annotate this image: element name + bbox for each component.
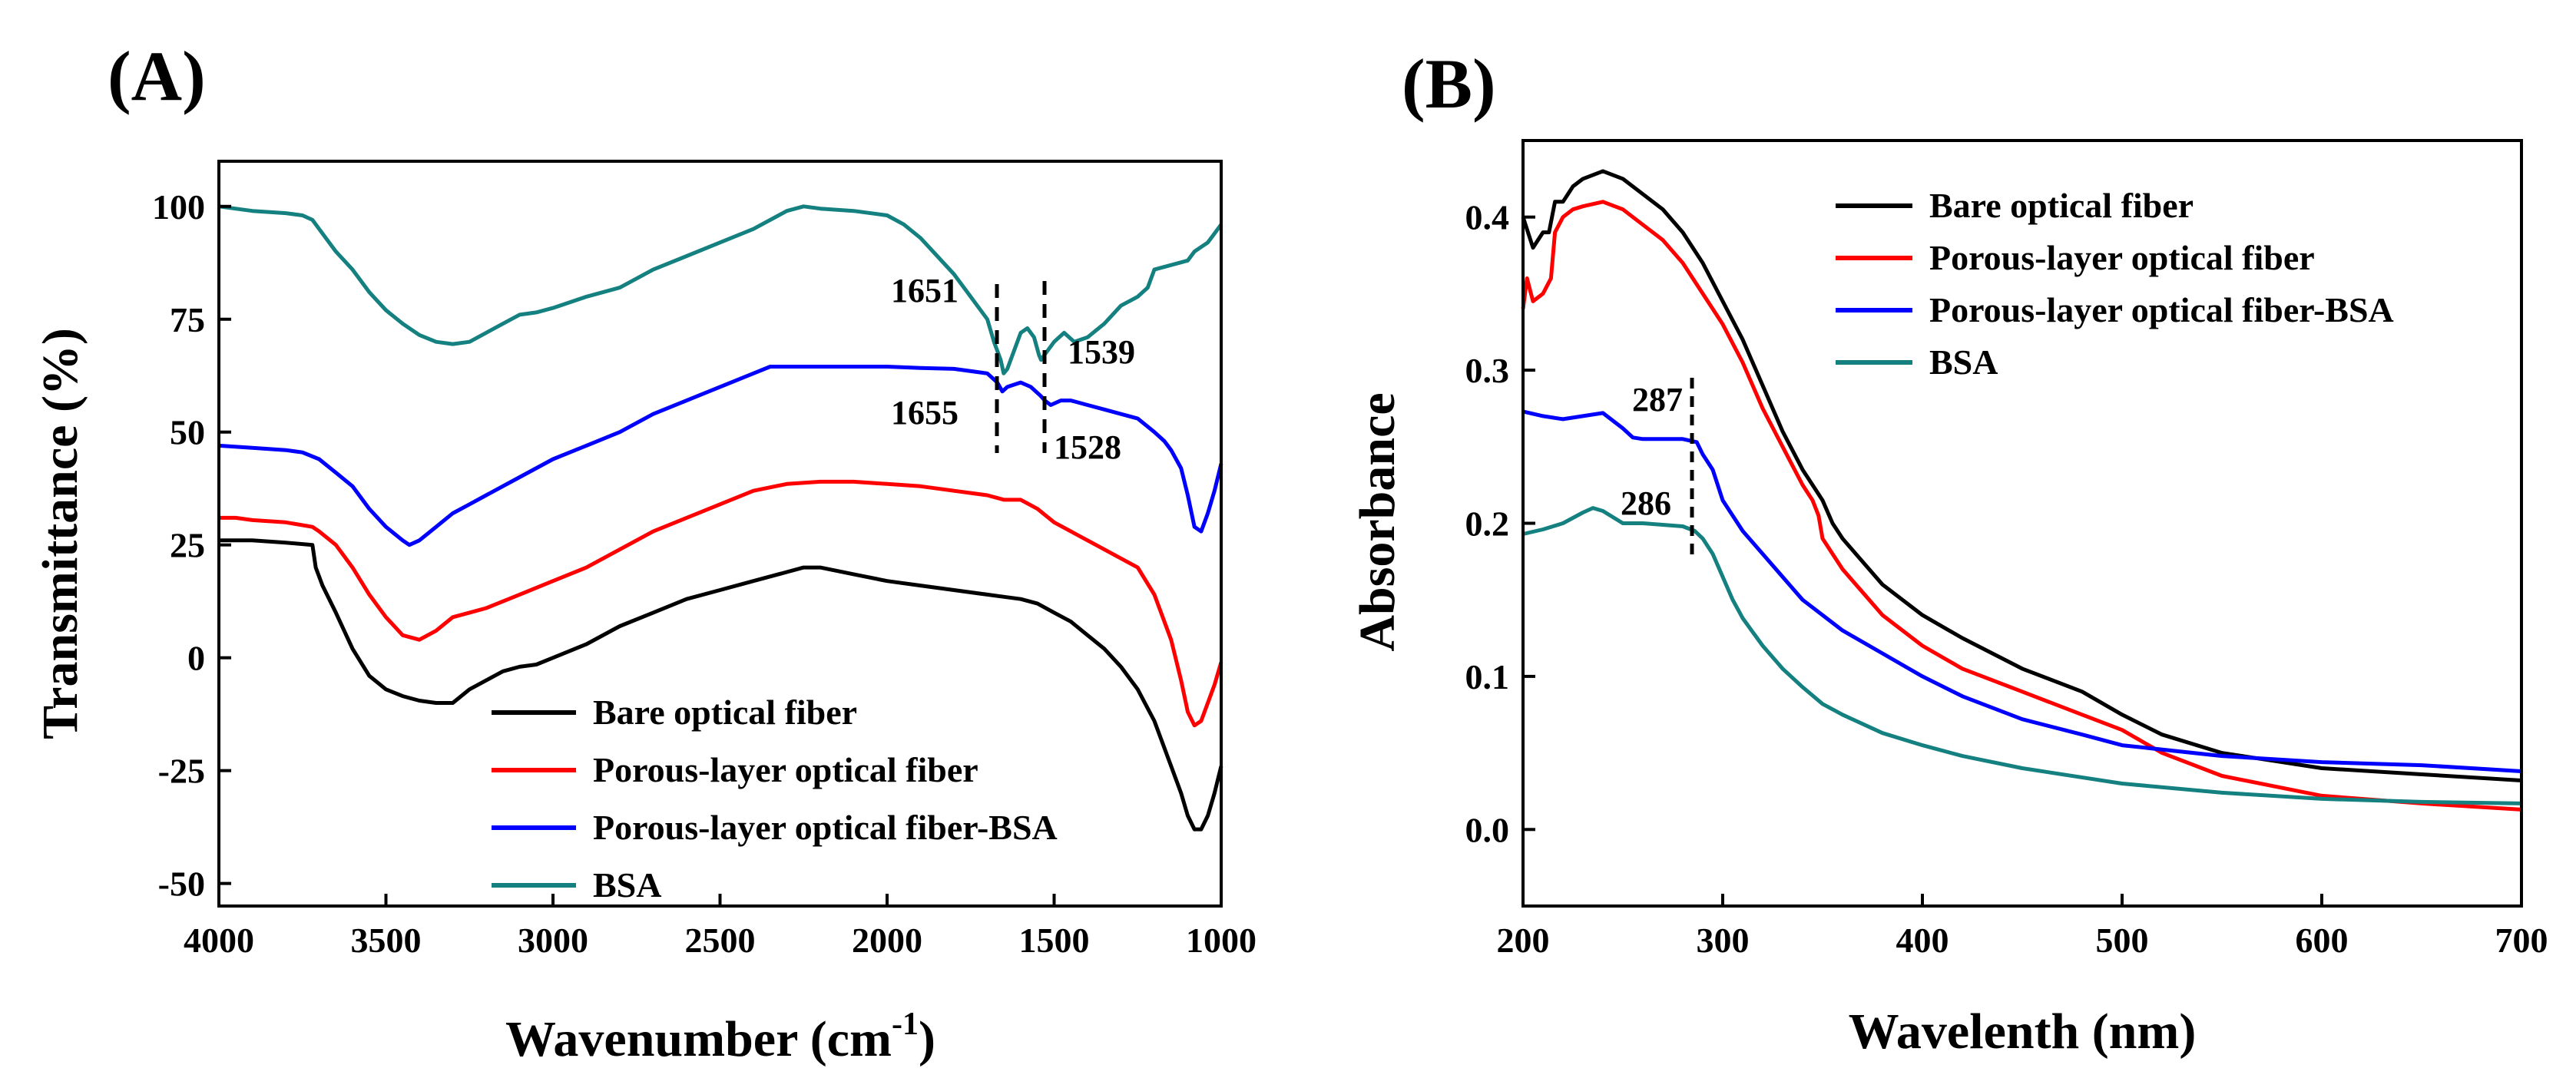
panel-a-x-axis-title: Wavenumber (cm-1) <box>505 1007 935 1067</box>
series-line-porous-layer-optical-fiber-bsa <box>1522 409 2522 773</box>
series-line-porous-layer-optical-fiber <box>219 479 1223 728</box>
series-line-porous-layer-optical-fiber <box>1521 200 2522 812</box>
panel-a-legend: Bare optical fiber Porous-layer optical f… <box>492 693 1058 904</box>
x-title-end: ) <box>919 1011 935 1067</box>
x-title-superscript: -1 <box>892 1007 919 1042</box>
legend-label: Bare optical fiber <box>1929 186 2194 225</box>
y-tick-label: 100 <box>152 187 205 227</box>
series-line-bsa <box>218 204 1223 375</box>
panel-a-plot-frame <box>217 160 1223 908</box>
annotation-1655: 1655 <box>891 394 959 432</box>
x-tick-label: 700 <box>2495 921 2548 960</box>
panel-b-ticks: 200 300 400 500 600 700 0.4 0.3 0.2 0.1 0.0 <box>1465 198 2548 960</box>
panel-a-label: (A) <box>108 37 206 115</box>
x-title-main: Wavenumber (cm <box>505 1011 892 1067</box>
y-tick-label: 0.0 <box>1465 810 1510 849</box>
series-line-bare-optical-fiber <box>1521 169 2522 782</box>
annotation-1539: 1539 <box>1068 333 1135 371</box>
x-tick-label: 300 <box>1697 921 1750 960</box>
x-tick-label: 400 <box>1896 921 1949 960</box>
panel-b-x-axis-title: Wavelenth (nm) <box>1849 1004 2197 1060</box>
legend-label: BSA <box>1929 342 1998 382</box>
y-tick-label: 75 <box>170 300 205 339</box>
legend-label: Porous-layer optical fiber-BSA <box>1929 290 2394 329</box>
y-tick-label: 0.3 <box>1465 351 1510 390</box>
series-line-porous-layer-optical-fiber-bsa <box>218 365 1223 547</box>
panel-b-label: (B) <box>1402 45 1496 123</box>
y-tick-label: -25 <box>158 752 205 791</box>
x-tick-label: 1500 <box>1019 921 1090 960</box>
panel-a: (A) 1651 1655 1539 1528 4000 3500 3000 2500… <box>32 37 1257 1067</box>
annotation-1651: 1651 <box>891 272 959 309</box>
legend-label: Porous-layer optical fiber <box>593 750 978 789</box>
x-tick-label: 500 <box>2096 921 2149 960</box>
panel-a-y-axis-title: Transmittance (%) <box>32 328 88 739</box>
x-tick-label: 3000 <box>518 921 588 960</box>
y-tick-label: 0.2 <box>1465 504 1510 544</box>
legend-label: Porous-layer optical fiber-BSA <box>593 808 1058 847</box>
x-tick-label: 1000 <box>1186 921 1257 960</box>
panel-b: (B) 287 286 200 300 400 500 600 700 0.4 0.3 0.2 0… <box>1349 45 2548 1060</box>
panel-b-series-group <box>1521 169 2522 812</box>
x-tick-label: 2000 <box>852 921 922 960</box>
annotation-287: 287 <box>1632 381 1683 418</box>
panel-a-ticks: 4000 3500 3000 2500 2000 1500 1000 100 75 50 25 0 -2… <box>152 187 1257 960</box>
legend-label: Porous-layer optical fiber <box>1929 238 2315 277</box>
y-tick-label: 0.1 <box>1465 657 1510 696</box>
y-tick-label: -50 <box>158 865 205 904</box>
y-tick-label: 50 <box>170 413 205 452</box>
panel-a-series-group <box>218 204 1223 832</box>
x-tick-label: 3500 <box>351 921 422 960</box>
panel-b-y-axis-title: Absorbance <box>1349 392 1406 651</box>
x-tick-label: 4000 <box>184 921 254 960</box>
legend-label: Bare optical fiber <box>593 693 857 732</box>
legend-label: BSA <box>593 865 661 904</box>
y-tick-label: 0.4 <box>1465 198 1510 237</box>
series-line-bare-optical-fiber <box>219 538 1223 832</box>
annotation-1528: 1528 <box>1054 428 1121 466</box>
x-tick-label: 200 <box>1497 921 1550 960</box>
x-tick-label: 2500 <box>685 921 756 960</box>
series-line-bsa <box>1522 506 2522 805</box>
annotation-286: 286 <box>1621 484 1671 522</box>
panel-b-annotations: 287 286 <box>1621 378 1694 561</box>
y-tick-label: 0 <box>187 639 205 678</box>
panel-b-legend: Bare optical fiber Porous-layer optical f… <box>1836 186 2394 382</box>
y-tick-label: 25 <box>170 526 205 565</box>
panel-a-annotations: 1651 1655 1539 1528 <box>891 272 1135 466</box>
x-tick-label: 600 <box>2296 921 2349 960</box>
